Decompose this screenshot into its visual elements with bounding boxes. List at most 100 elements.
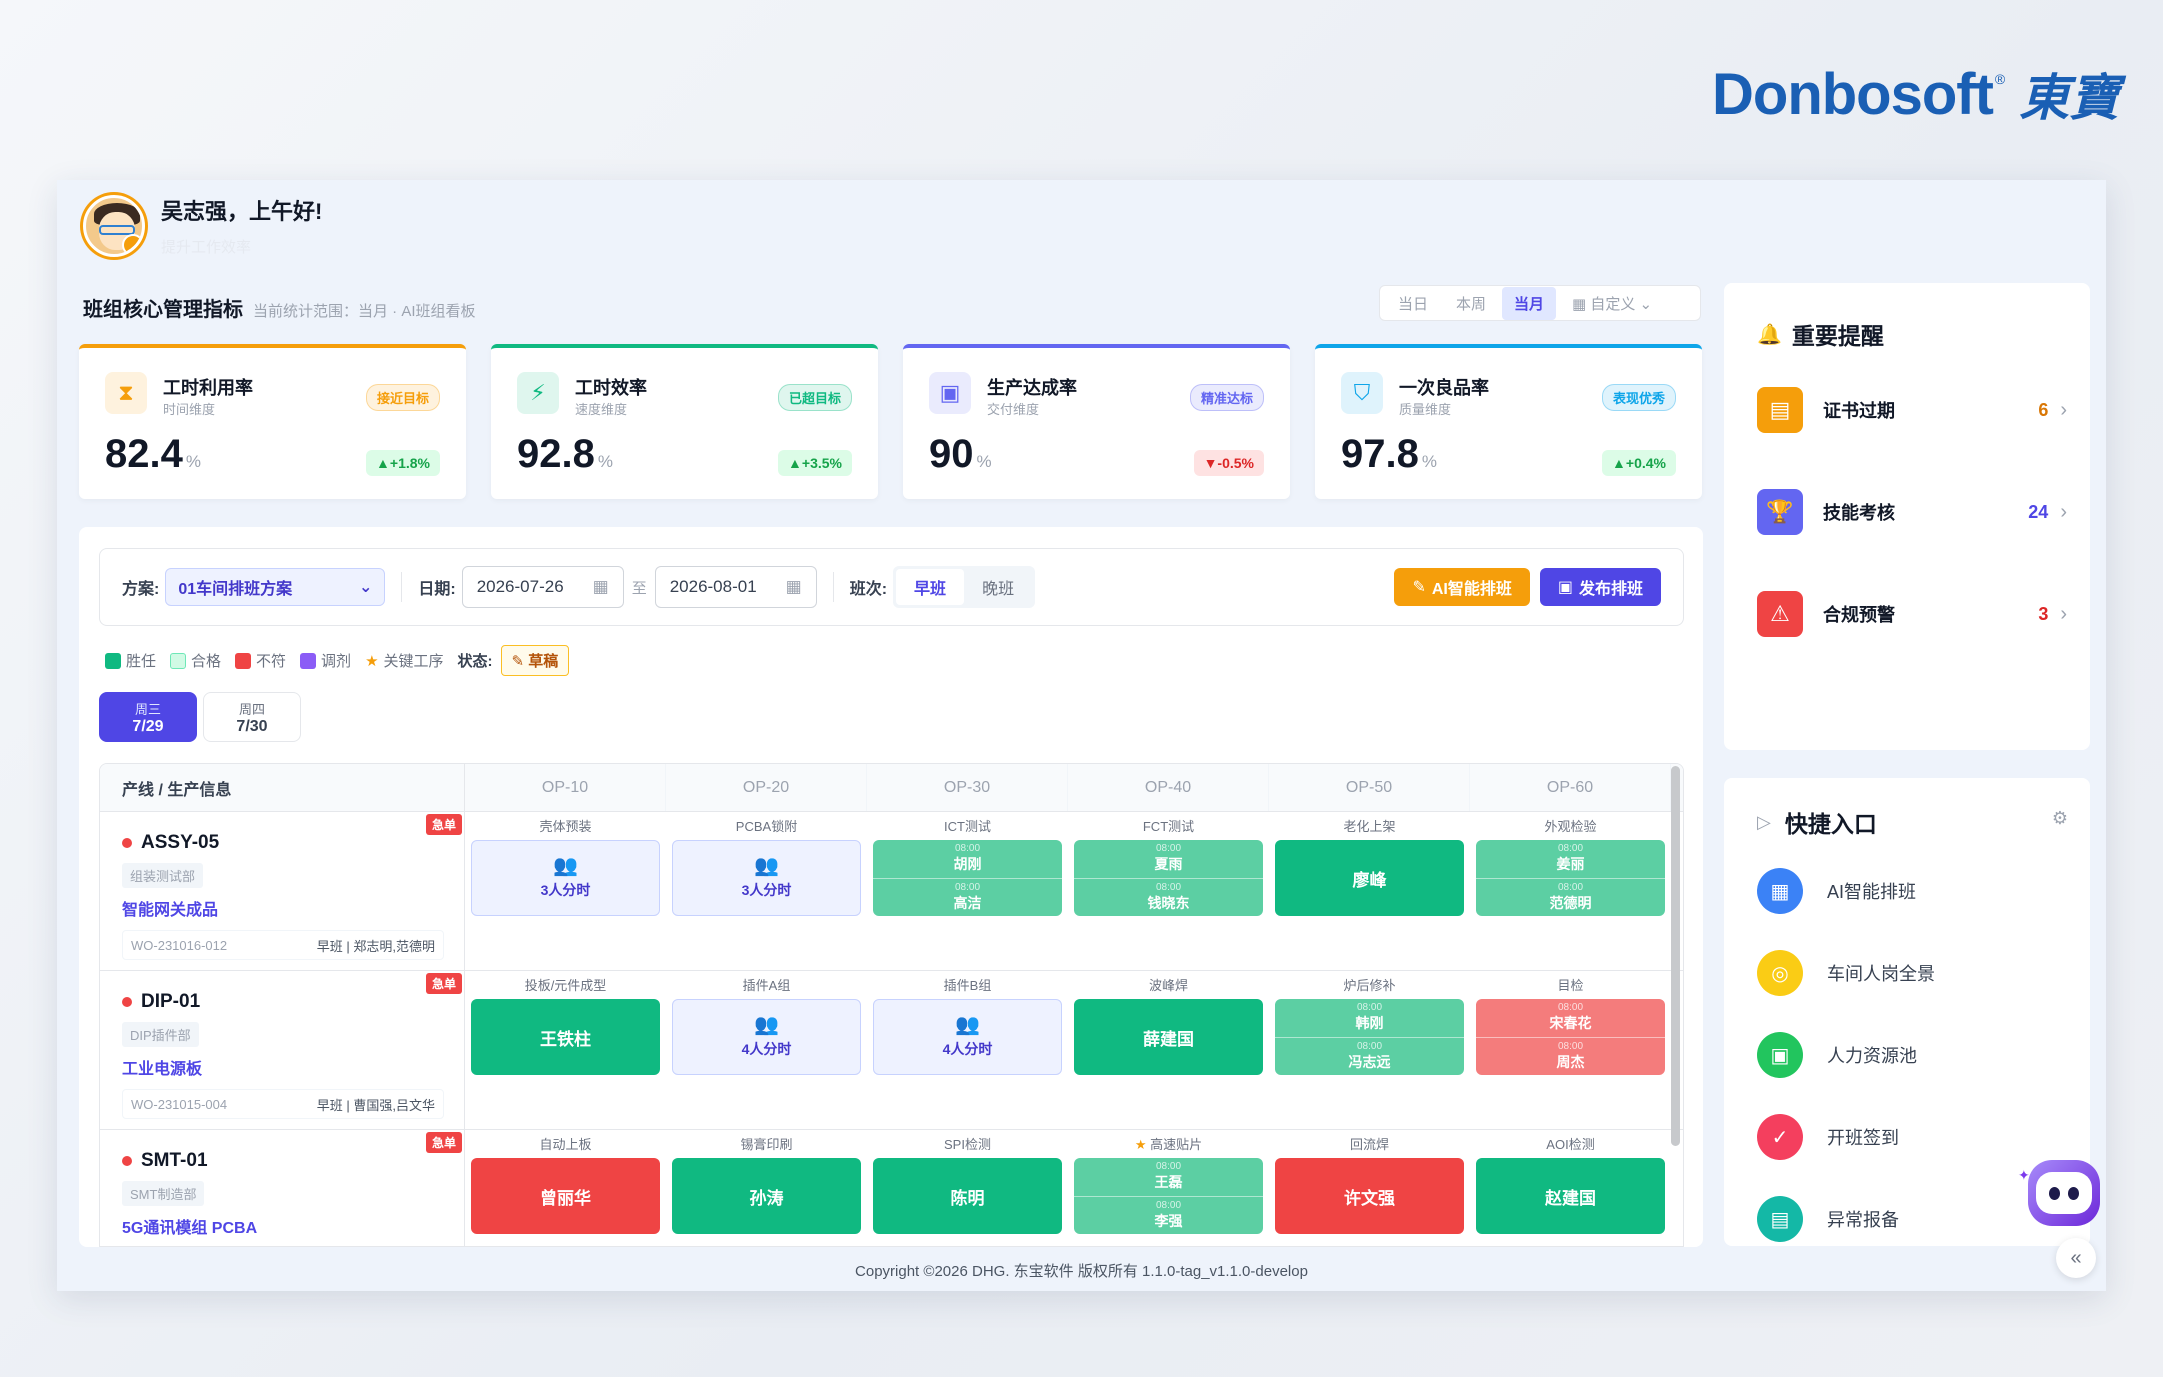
kpi-card[interactable]: ▣ 生产达成率 交付维度 精准达标 90% ▼-0.5% — [903, 344, 1290, 499]
quick-entry-item[interactable]: ▤ 异常报备 — [1757, 1196, 1899, 1242]
ai-assistant-robot-button[interactable] — [2028, 1160, 2100, 1226]
schedule-grid: 产线 / 生产信息 OP-10 OP-20 OP-30 OP-40 OP-50 OP-60 … — [99, 763, 1684, 1247]
people-icon: 👥 — [553, 855, 578, 877]
expand-icon[interactable]: ▷ — [1757, 811, 1771, 832]
shift-option-evening[interactable]: 晚班 — [982, 581, 1015, 598]
publish-schedule-button[interactable]: ▣ 发布排班 — [1539, 568, 1661, 606]
worker-name: 范德明 — [1549, 894, 1592, 911]
quick-entry-item[interactable]: ▣ 人力资源池 — [1757, 1032, 1917, 1078]
day-tab[interactable]: 周三 7/29 — [99, 692, 197, 742]
date-from-input[interactable]: 2026-07-26 ▦ — [461, 566, 624, 608]
worker-name: 钱晓东 — [1147, 894, 1190, 911]
chevron-right-icon: › — [2060, 398, 2067, 421]
quick-entry-item[interactable]: ✓ 开班签到 — [1757, 1114, 1899, 1160]
reminder-item[interactable]: ⚠ 合规预警 3 › — [1757, 589, 2067, 639]
worker-slot[interactable]: 许文强 — [1275, 1158, 1464, 1234]
day-weekday: 周四 — [238, 701, 265, 717]
kpi-value: 92.8% — [517, 432, 613, 477]
ai-schedule-button[interactable]: ✎ AI智能排班 — [1394, 568, 1530, 606]
split-worker-slot[interactable]: 08:00 宋春花 08:00 周杰 — [1476, 999, 1665, 1075]
worker-name: 王铁柱 — [540, 1029, 591, 1049]
people-icon: 👥 — [955, 1014, 980, 1036]
plan-select[interactable]: 01车间排班方案 ⌄ — [165, 568, 386, 606]
date-to-input[interactable]: 2026-08-01 ▦ — [654, 566, 817, 608]
kpi-number: 97.8 — [1341, 432, 1419, 476]
split-worker-slot[interactable]: 08:00 韩刚 08:00 冯志远 — [1275, 999, 1464, 1075]
period-tabs: 当日 本周 当月 ▦ 自定义 ⌄ — [1379, 285, 1701, 321]
worker-slot[interactable]: 曾丽华 — [471, 1158, 660, 1234]
operation-name: 投板/元件成型 — [525, 977, 607, 997]
kpi-card[interactable]: ⧗ 工时利用率 时间维度 接近目标 82.4% ▲+1.8% — [79, 344, 466, 499]
period-tab-1[interactable]: 本周 — [1456, 295, 1487, 313]
team-slot[interactable]: 👥 3人分时 — [672, 840, 861, 916]
split-worker-slot[interactable]: 08:00 王磊 08:00 李强 — [1074, 1158, 1263, 1234]
kpi-title: 一次良品率 — [1399, 378, 1489, 398]
reminder-item[interactable]: 🏆 技能考核 24 › — [1757, 487, 2067, 537]
urgent-badge: 急单 — [425, 814, 462, 835]
user-header: 吴志强，上午好! 提升工作效率 — [83, 194, 322, 257]
shift-option-morning[interactable]: 早班 — [896, 569, 965, 605]
split-worker-slot[interactable]: 08:00 姜丽 08:00 范德明 — [1476, 840, 1665, 916]
operation-label: 锡膏印刷 — [740, 1137, 793, 1152]
worker-half[interactable]: 08:00 宋春花 — [1476, 999, 1665, 1038]
product-link[interactable]: 工业电源板 — [122, 1061, 203, 1078]
worker-half[interactable]: 08:00 夏雨 — [1074, 840, 1263, 879]
operation-name: 自动上板 — [539, 1136, 591, 1156]
collapse-icon[interactable]: « — [2056, 1238, 2096, 1278]
vertical-scrollbar[interactable] — [1671, 766, 1680, 1146]
product-link[interactable]: 智能网关成品 — [122, 902, 219, 919]
worker-name: 赵建国 — [1545, 1188, 1596, 1208]
worker-slot[interactable]: 廖峰 — [1275, 840, 1464, 916]
operation-name: 老化上架 — [1343, 818, 1395, 838]
worker-slot[interactable]: 王铁柱 — [471, 999, 660, 1075]
kpi-subtitle: 交付维度 — [987, 402, 1040, 417]
worker-half[interactable]: 08:00 钱晓东 — [1074, 879, 1263, 917]
schedule-cell: 投板/元件成型 王铁柱 — [465, 971, 666, 1129]
kpi-card[interactable]: ⛉ 一次良品率 质量维度 表现优秀 97.8% ▲+0.4% — [1315, 344, 1702, 499]
worker-slot[interactable]: 孙涛 — [672, 1158, 861, 1234]
team-slot[interactable]: 👥 4人分时 — [873, 999, 1062, 1075]
work-order-number: WO-231016-012 — [131, 937, 228, 953]
avatar[interactable] — [83, 194, 145, 257]
worker-half[interactable]: 08:00 周杰 — [1476, 1038, 1665, 1076]
split-worker-slot[interactable]: 08:00 夏雨 08:00 钱晓东 — [1074, 840, 1263, 916]
worker-slot[interactable]: 赵建国 — [1476, 1158, 1665, 1234]
period-tab-2[interactable]: 当月 — [1502, 286, 1557, 320]
product-link[interactable]: 5G通讯模组 PCBA — [122, 1220, 258, 1237]
star-icon: ★ — [1134, 1137, 1151, 1152]
day-tab[interactable]: 周四 7/30 — [203, 692, 301, 742]
team-slot[interactable]: 👥 3人分时 — [471, 840, 660, 916]
split-worker-slot[interactable]: 08:00 胡刚 08:00 高洁 — [873, 840, 1062, 916]
quick-entry-label: 人力资源池 — [1827, 1046, 1917, 1066]
quick-entry-item[interactable]: ◎ 车间人岗全景 — [1757, 950, 1935, 996]
worker-slot[interactable]: 薛建国 — [1074, 999, 1263, 1075]
worker-half[interactable]: 08:00 韩刚 — [1275, 999, 1464, 1038]
schedule-cell: 波峰焊 薛建国 — [1068, 971, 1269, 1129]
worker-half[interactable]: 08:00 冯志远 — [1275, 1038, 1464, 1076]
brand-chinese-name: 東寶 — [2019, 68, 2120, 127]
worker-half[interactable]: 08:00 范德明 — [1476, 879, 1665, 917]
team-slot-label: 4人分时 — [942, 1041, 993, 1057]
worker-name: 冯志远 — [1348, 1053, 1391, 1070]
reminder-item[interactable]: ▤ 证书过期 6 › — [1757, 385, 2067, 435]
gear-icon[interactable]: ⚙ — [2051, 808, 2068, 828]
legend: 胜任 合格 不符 调剂 ★ 关键工序 状态: ✎ 草稿 — [105, 645, 570, 676]
line-info: 急单 DIP-01 DIP插件部 工业电源板 WO-231015-004 早班 | 曹国强… — [100, 971, 465, 1129]
worker-half[interactable]: 08:00 姜丽 — [1476, 840, 1665, 879]
period-tab-0[interactable]: 当日 — [1398, 295, 1429, 313]
worker-half[interactable]: 08:00 胡刚 — [873, 840, 1062, 879]
worker-slot[interactable]: 陈明 — [873, 1158, 1062, 1234]
calendar-icon: ▦ — [785, 577, 802, 596]
quick-entry-item[interactable]: ▦ AI智能排班 — [1757, 868, 1916, 914]
period-tab-3[interactable]: ▦ 自定义 ⌄ — [1572, 295, 1653, 313]
worker-half[interactable]: 08:00 王磊 — [1074, 1158, 1263, 1197]
chevron-down-icon: ⌄ — [358, 579, 373, 596]
kpi-card[interactable]: ⚡ 工时效率 速度维度 已超目标 92.8% ▲+3.5% — [491, 344, 878, 499]
worker-time: 08:00 — [1356, 1002, 1383, 1014]
department-tag: 组装测试部 — [122, 863, 204, 888]
status-label: 状态: — [457, 653, 493, 670]
team-slot[interactable]: 👥 4人分时 — [672, 999, 861, 1075]
kpi-unit: % — [976, 452, 992, 471]
worker-half[interactable]: 08:00 高洁 — [873, 879, 1062, 917]
worker-half[interactable]: 08:00 李强 — [1074, 1197, 1263, 1235]
